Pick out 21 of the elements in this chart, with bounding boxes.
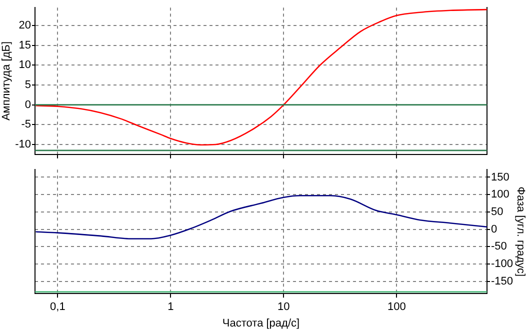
y2-tick-label: -50 [491,240,507,253]
x-tick-label: 1 [168,301,174,314]
x-tick-label: 10 [278,301,290,314]
y-tick-label: 0 [24,98,31,111]
y2-tick-label: -100 [491,258,514,270]
y2-tick-label: -150 [491,275,514,288]
y-tick-label: 10 [18,59,31,72]
y2-tick-label: 100 [491,188,510,201]
y-tick-label: -10 [15,138,31,151]
y2-tick-label: 150 [491,171,510,184]
y-tick-label: 20 [18,19,31,32]
y-axis-title: Амплитуда [дБ] [0,41,13,121]
y-tick-label: 5 [24,79,31,91]
y-tick-label: 15 [18,39,31,52]
y2-axis-title: Фаза [угл. градус] [514,186,526,277]
y2-tick-label: 50 [491,206,504,218]
x-axis-title: Частота [рад/с] [222,317,300,330]
y-tick-label: -5 [21,118,31,131]
x-tick-label: 0,1 [50,301,66,314]
y2-tick-label: 0 [491,223,498,236]
x-tick-label: 100 [387,301,406,314]
